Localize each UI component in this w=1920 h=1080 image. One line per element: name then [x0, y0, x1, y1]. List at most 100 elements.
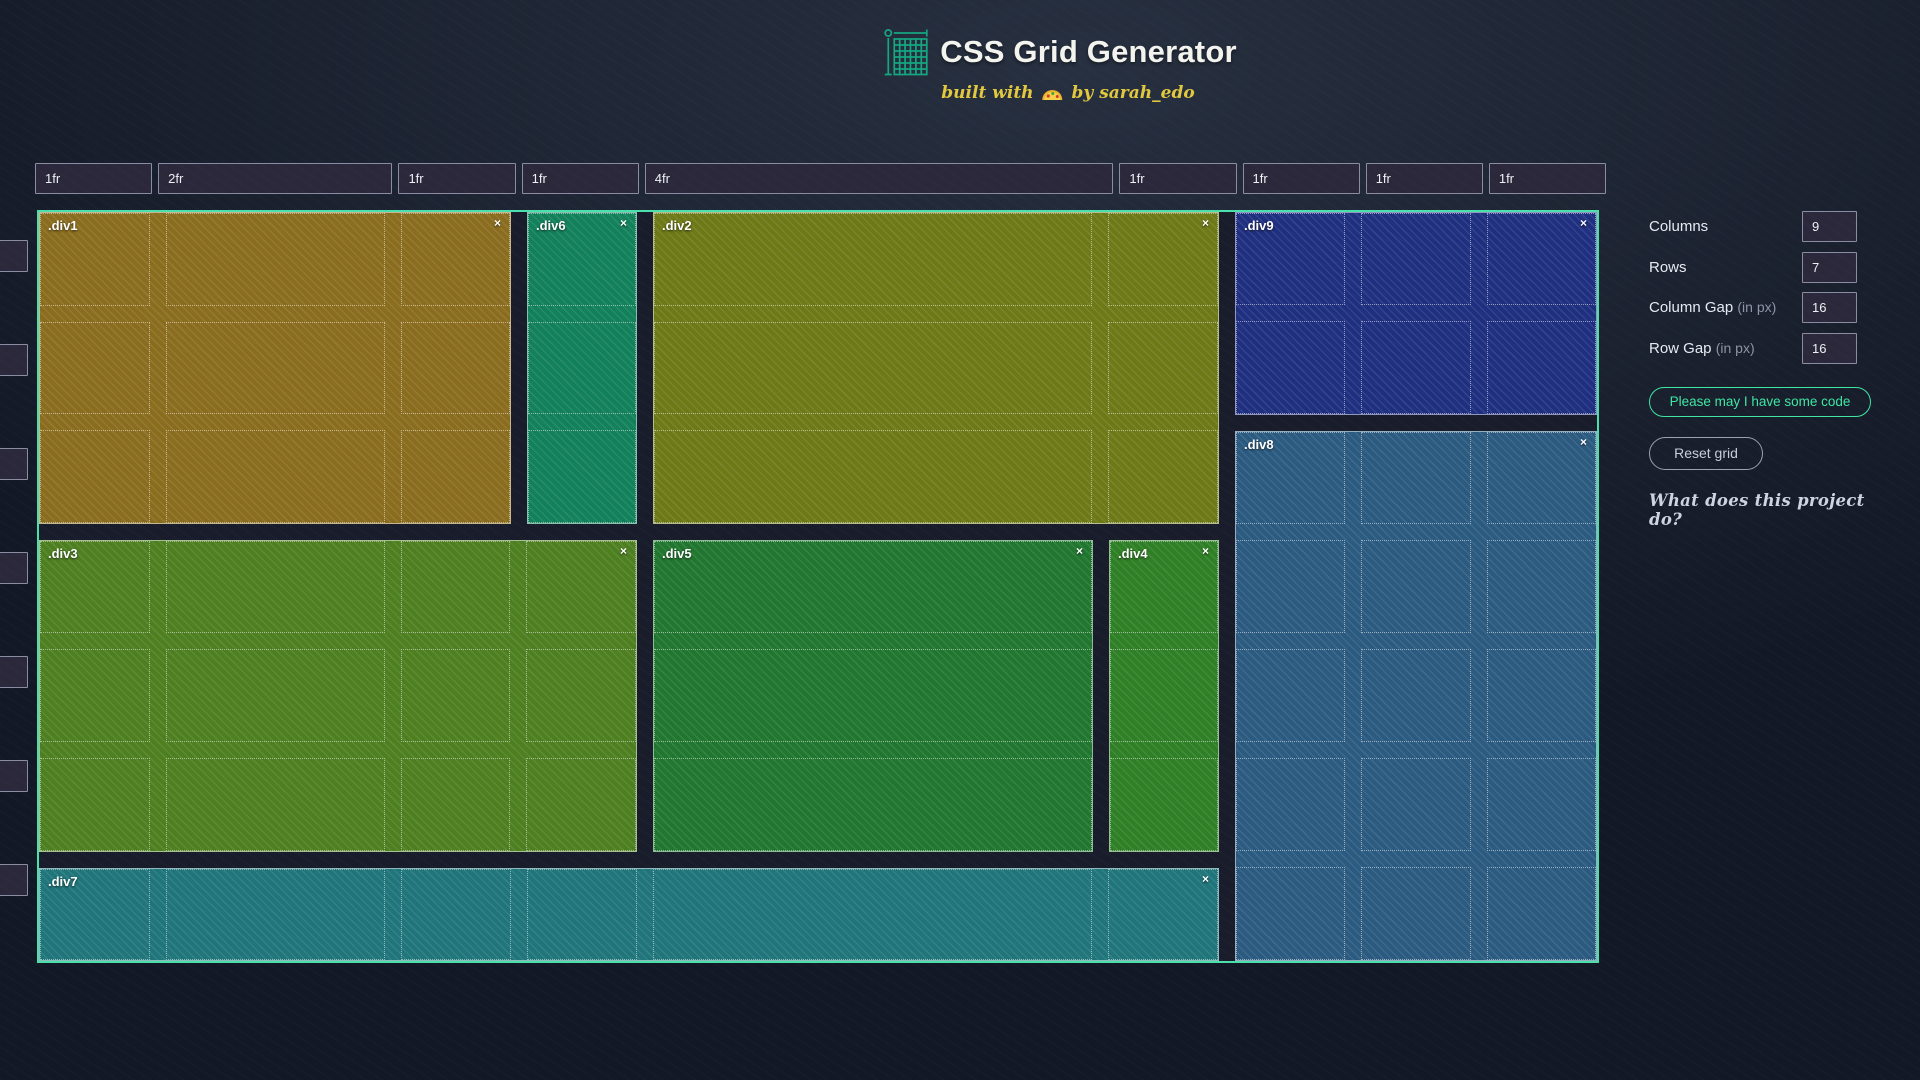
column-fr-input-7[interactable] [1242, 163, 1360, 194]
field-label-rows: Rows [1649, 258, 1687, 276]
grid-cell-outline [1361, 213, 1471, 306]
row-fr-input-6[interactable] [0, 760, 28, 792]
grid-item-div6[interactable]: .div6 × [527, 212, 637, 524]
grid-item-label: .div3 [48, 545, 78, 561]
remove-item-button[interactable]: × [1579, 216, 1587, 230]
cell-outlines [1236, 213, 1596, 414]
column-fr-input-1[interactable] [35, 163, 153, 194]
row-fr-input-1[interactable] [0, 240, 28, 272]
grid-item-div8[interactable]: .div8 × [1235, 430, 1597, 961]
grid-cell-outline [654, 430, 1093, 523]
grid-cell-outline [165, 649, 385, 743]
remove-item-button[interactable]: × [619, 216, 627, 230]
settings-fields: Columns Rows Column Gap (in px) Row Gap (in… [1649, 211, 1873, 364]
grid-cell-outline [653, 868, 1093, 960]
grid-item-div4[interactable]: .div4 × [1109, 539, 1219, 852]
grid-item-div7[interactable]: .div7 × [39, 867, 1219, 961]
grid-item-div5[interactable]: .div5 × [653, 539, 1093, 852]
grid-cell-outline [1361, 540, 1471, 634]
grid-cell-outline [527, 868, 637, 960]
column-fr-input-2[interactable] [158, 163, 393, 194]
reset-grid-button[interactable]: Reset grid [1649, 436, 1763, 470]
cell-outlines [40, 213, 510, 523]
column-fr-input-3[interactable] [398, 163, 516, 194]
field-input-row-gap[interactable] [1802, 332, 1857, 364]
grid-cell-outline [1486, 867, 1596, 960]
cell-outlines [654, 213, 1218, 523]
grid-cell-outline [654, 321, 1093, 415]
grid-cell-outline [400, 758, 511, 851]
field-row-rows: Rows [1649, 251, 1873, 283]
get-code-button[interactable]: Please may I have some code [1649, 386, 1871, 417]
grid-cell-outline [1486, 540, 1596, 634]
grid-cell-outline [526, 649, 636, 743]
grid-cell-outline [1486, 213, 1596, 306]
grid-preview[interactable]: .div1 × .div2 × .div3 × .div4 × .div5 × .div6 × .div… [39, 212, 1597, 961]
grid-cell-outline [1236, 431, 1346, 525]
cell-outlines [1236, 431, 1596, 960]
column-fr-input-5[interactable] [644, 163, 1114, 194]
field-input-column-gap[interactable] [1802, 292, 1857, 323]
grid-logo-icon [884, 29, 928, 76]
grid-cell-outline [40, 758, 150, 851]
grid-cell-outline [400, 321, 510, 415]
field-input-rows[interactable] [1802, 251, 1857, 283]
grid-cell-outline [400, 649, 511, 743]
grid-cell-outline [1108, 868, 1218, 960]
grid-cell-outline [1236, 758, 1346, 852]
taco-icon [1042, 90, 1063, 100]
grid-item-label: .div7 [48, 873, 78, 889]
field-row-columns: Columns [1649, 211, 1873, 242]
grid-cell-outline [528, 213, 636, 306]
grid-cell-outline [1108, 321, 1218, 415]
remove-item-button[interactable]: × [1075, 543, 1083, 558]
grid-item-label: .div4 [1118, 545, 1148, 561]
remove-item-button[interactable]: × [493, 216, 501, 230]
remove-item-button[interactable]: × [1201, 543, 1209, 558]
remove-item-button[interactable]: × [1201, 871, 1209, 886]
grid-item-label: .div6 [536, 218, 566, 233]
grid-item-div2[interactable]: .div2 × [653, 212, 1219, 524]
grid-item-label: .div1 [48, 218, 78, 233]
grid-item-div1[interactable]: .div1 × [39, 212, 511, 524]
remove-item-button[interactable]: × [1579, 434, 1587, 449]
subtitle-prefix: built with [941, 83, 1034, 103]
grid-cell-outline [400, 430, 510, 523]
column-fr-input-4[interactable] [521, 163, 639, 194]
grid-cell-outline [40, 321, 150, 415]
field-input-columns[interactable] [1802, 211, 1857, 242]
grid-cell-outline [1236, 649, 1346, 743]
grid-cell-outline [165, 868, 386, 960]
grid-cell-outline [1108, 213, 1218, 306]
grid-item-div3[interactable]: .div3 × [39, 539, 637, 852]
grid-cell-outline [40, 540, 150, 634]
grid-cell-outline [1108, 430, 1218, 523]
grid-item-div9[interactable]: .div9 × [1235, 212, 1597, 415]
column-fr-input-9[interactable] [1488, 163, 1606, 194]
field-label-columns: Columns [1649, 218, 1709, 235]
cell-outlines [40, 540, 636, 851]
remove-item-button[interactable]: × [1201, 216, 1209, 230]
grid-item-label: .div9 [1244, 218, 1274, 233]
field-label-row-gap: Row Gap (in px) [1649, 339, 1755, 357]
grid-cell-outline [1486, 321, 1596, 414]
app-header: CSS Grid Generator built with by sarah_e… [883, 27, 1237, 103]
row-fr-input-7[interactable] [0, 864, 28, 896]
field-row-row-gap: Row Gap (in px) [1649, 332, 1873, 364]
grid-cell-outline [165, 540, 385, 634]
about-project-link[interactable]: What does this project do? [1649, 490, 1865, 529]
grid-cell-outline [165, 321, 385, 415]
remove-item-button[interactable]: × [619, 543, 627, 558]
row-fr-input-2[interactable] [0, 344, 28, 376]
cell-outlines [654, 540, 1092, 851]
row-fr-input-5[interactable] [0, 656, 28, 688]
column-fr-input-6[interactable] [1119, 163, 1237, 194]
subtitle-suffix: by sarah_edo [1071, 83, 1195, 103]
grid-preview-frame: .div1 × .div2 × .div3 × .div4 × .div5 × .div6 × .div… [37, 210, 1599, 963]
column-fr-input-8[interactable] [1365, 163, 1483, 194]
row-fr-input-4[interactable] [0, 552, 28, 584]
grid-item-label: .div5 [662, 545, 692, 561]
cell-outlines [528, 213, 636, 523]
grid-cell-outline [40, 649, 150, 743]
row-fr-input-3[interactable] [0, 448, 28, 480]
